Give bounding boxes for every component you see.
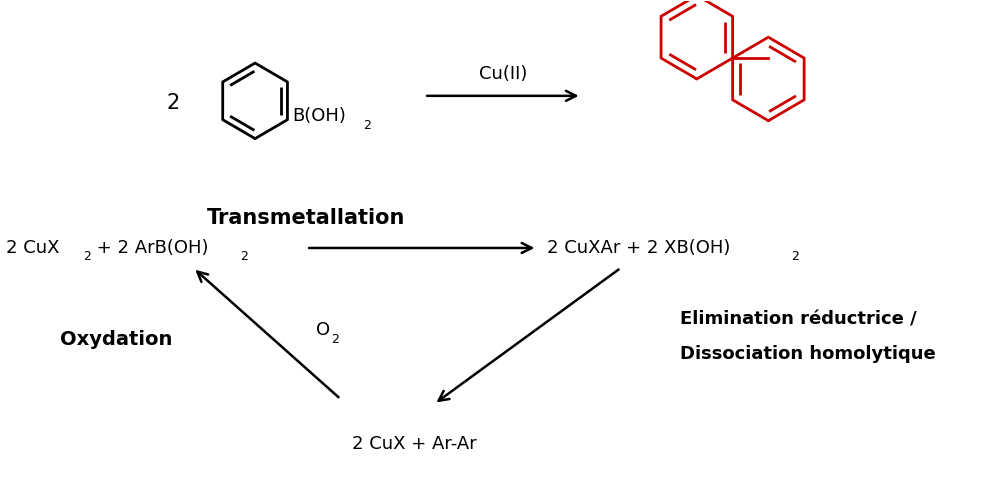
Text: 2 CuX: 2 CuX [6, 239, 60, 257]
Text: 2: 2 [363, 119, 371, 132]
Text: + 2 ArB(OH): + 2 ArB(OH) [91, 239, 208, 257]
Text: 2: 2 [167, 93, 180, 113]
Text: 2: 2 [331, 333, 339, 346]
Text: 2: 2 [791, 250, 799, 263]
Text: Dissociation homolytique: Dissociation homolytique [680, 346, 936, 364]
Text: Oxydation: Oxydation [60, 330, 172, 349]
Text: Transmetallation: Transmetallation [207, 208, 406, 228]
Text: O: O [316, 320, 331, 339]
Text: 2: 2 [240, 250, 248, 263]
Text: Elimination réductrice /: Elimination réductrice / [680, 311, 917, 329]
Text: Cu(II): Cu(II) [479, 65, 527, 83]
Text: 2: 2 [83, 250, 91, 263]
Text: 2 CuXAr + 2 XB(OH): 2 CuXAr + 2 XB(OH) [547, 239, 730, 257]
Text: 2 CuX + Ar-Ar: 2 CuX + Ar-Ar [352, 435, 477, 453]
Text: B(OH): B(OH) [293, 107, 347, 125]
